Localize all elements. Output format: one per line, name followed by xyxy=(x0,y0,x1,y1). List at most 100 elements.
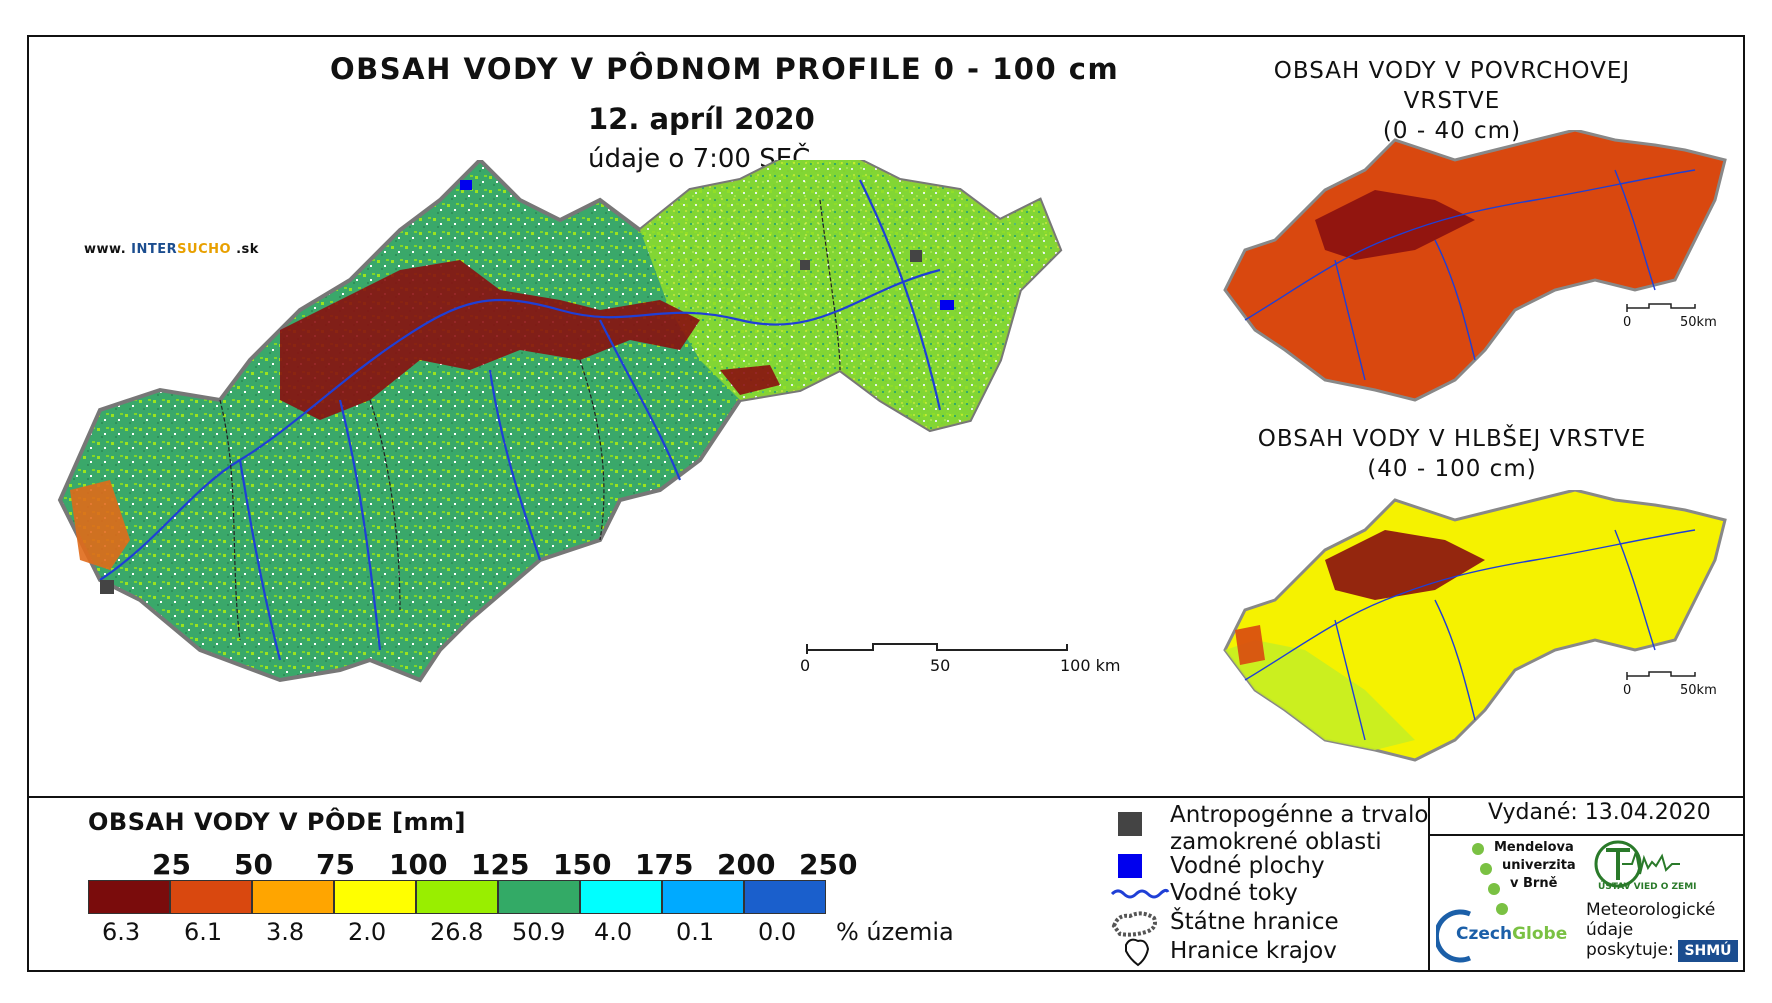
river-label: Vodné toky xyxy=(1170,880,1298,906)
inset-deep-scale-0: 0 xyxy=(1623,683,1632,698)
map-title: OBSAH VODY V PÔDNOM PROFILE 0 - 100 cm xyxy=(330,52,1120,86)
legend-swatch-2 xyxy=(170,880,252,914)
inset-surface-scale-0: 0 xyxy=(1623,315,1632,330)
state-border-label: Štátne hranice xyxy=(1170,909,1339,935)
issued-divider xyxy=(1428,834,1745,836)
anthropogenic-swatch xyxy=(1118,812,1142,836)
inset-deep-map xyxy=(1223,490,1727,762)
inset-deep-dry-core xyxy=(1325,530,1485,600)
inset-deep-title: OBSAH VODY V HLBŠEJ VRSTVE (40 - 100 cm) xyxy=(1222,424,1682,484)
legend-divider xyxy=(27,796,1745,798)
legend-percent-7: 4.0 xyxy=(594,918,633,946)
uvz-logo-icon xyxy=(1594,840,1680,888)
east-green-region xyxy=(640,160,1060,430)
legend-unit: % územia xyxy=(836,918,954,946)
mendel-line3: v Brně xyxy=(1510,876,1558,891)
legend-swatch-7 xyxy=(580,880,662,914)
inset-deep-scale-50: 50km xyxy=(1680,683,1717,698)
anthropogenic-label-line2: zamokrené oblasti xyxy=(1170,829,1382,855)
inset-deep-rivers xyxy=(1244,529,1696,741)
legend-percent-2: 6.1 xyxy=(184,918,223,946)
czechglobe-logo: CzechGlobe xyxy=(1456,924,1567,944)
rivers-main xyxy=(99,179,942,661)
website-brand-sucho: SUCHO xyxy=(177,242,232,257)
region-border-label: Hranice krajov xyxy=(1170,938,1337,964)
urban-area-1 xyxy=(800,260,810,270)
legend-threshold-4: 100 xyxy=(389,848,448,881)
inset-surface-rivers xyxy=(1244,169,1696,381)
inset-surface-title: OBSAH VODY V POVRCHOVEJ VRSTVE (0 - 40 c… xyxy=(1222,56,1682,146)
state-border-icon xyxy=(1111,911,1157,937)
legend-threshold-2: 50 xyxy=(234,848,273,881)
main-scale-50: 50 xyxy=(930,656,951,675)
inset-deep-dry-west xyxy=(1235,625,1265,665)
czechglobe-b: Globe xyxy=(1512,924,1568,944)
inset-surface-title-line2: (0 - 40 cm) xyxy=(1382,118,1522,144)
mendel-dot-2 xyxy=(1480,863,1492,875)
inset-deep-south-green xyxy=(1225,640,1415,750)
river-icon xyxy=(1110,888,1170,899)
main-scale-bar xyxy=(806,643,1068,654)
water-body-1 xyxy=(460,180,472,190)
legend-threshold-6: 150 xyxy=(553,848,612,881)
legend-threshold-8: 200 xyxy=(717,848,776,881)
uvz-label: ÚSTAV VIED O ZEMI xyxy=(1598,882,1697,892)
meteo-line3: poskytuje: xyxy=(1586,940,1674,960)
meteo-line2: údaje xyxy=(1586,920,1634,940)
region-borders xyxy=(219,199,841,641)
website-suffix: .sk xyxy=(236,242,259,257)
legend-swatch-8 xyxy=(662,880,744,914)
meteo-credit: Meteorologické údaje poskytuje: xyxy=(1586,900,1715,960)
inset-deep-title-line1: OBSAH VODY V HLBŠEJ VRSTVE xyxy=(1257,426,1647,452)
legend-swatch-1 xyxy=(88,880,170,914)
legend-threshold-9: 250 xyxy=(799,848,858,881)
water-body-swatch xyxy=(1118,854,1142,878)
legend-threshold-7: 175 xyxy=(635,848,694,881)
mendel-dot-1 xyxy=(1472,843,1484,855)
legend-swatch-6 xyxy=(498,880,580,914)
inset-surface-dry-core xyxy=(1315,190,1475,260)
issued-date: Vydané: 13.04.2020 xyxy=(1488,800,1711,825)
water-body-label: Vodné plochy xyxy=(1170,853,1325,879)
anthropogenic-label-line1: Antropogénne a trvalo xyxy=(1170,802,1429,828)
legend-percent-4: 2.0 xyxy=(348,918,387,946)
inset-surface-scale-50: 50km xyxy=(1680,315,1717,330)
inset-deep-title-line2: (40 - 100 cm) xyxy=(1367,456,1537,482)
legend-percent-3: 3.8 xyxy=(266,918,305,946)
dry-zone-west xyxy=(70,480,130,570)
water-body-2 xyxy=(940,300,954,310)
legend-threshold-5: 125 xyxy=(471,848,530,881)
inset-surface-outline xyxy=(1223,130,1727,402)
shmu-logo: SHMÚ xyxy=(1678,940,1738,962)
legend-percent-5: 26.8 xyxy=(430,918,484,946)
website-prefix: www. xyxy=(84,242,127,257)
mendel-dot-4 xyxy=(1496,903,1508,915)
credits-divider xyxy=(1428,796,1430,972)
mendel-line1: Mendelova xyxy=(1494,840,1574,855)
legend-threshold-1: 25 xyxy=(152,848,191,881)
anthropogenic-label: Antropogénne a trvalo zamokrené oblasti xyxy=(1170,802,1428,856)
inset-deep-scale xyxy=(1626,671,1696,680)
legend-swatch-3 xyxy=(252,880,334,914)
mendel-line2: univerzita xyxy=(1502,858,1576,873)
legend-percent-6: 50.9 xyxy=(512,918,566,946)
legend-swatch-9 xyxy=(744,880,826,914)
map-date: 12. apríl 2020 xyxy=(588,102,815,136)
dry-zone-east xyxy=(720,365,780,395)
main-scale-100: 100 km xyxy=(1060,656,1121,675)
mendel-dot-3 xyxy=(1488,883,1500,895)
czechglobe-logo-icon xyxy=(1436,909,1471,963)
inset-surface-scale xyxy=(1626,303,1696,312)
dry-zone-central xyxy=(280,260,700,420)
urban-area-3 xyxy=(910,250,922,262)
main-map xyxy=(57,160,1063,683)
legend-percent-9: 0.0 xyxy=(758,918,797,946)
urban-area-2 xyxy=(100,580,114,594)
website-link[interactable]: www. INTERSUCHO .sk xyxy=(84,242,259,257)
legend-title: OBSAH VODY V PÔDE [mm] xyxy=(88,808,467,836)
czechglobe-a: Czech xyxy=(1456,924,1513,944)
shmu-label: SHMÚ xyxy=(1684,943,1732,959)
website-brand-inter: INTER xyxy=(131,242,178,257)
inset-surface-title-line1: OBSAH VODY V POVRCHOVEJ VRSTVE xyxy=(1273,58,1631,114)
legend-percent-1: 6.3 xyxy=(102,918,141,946)
